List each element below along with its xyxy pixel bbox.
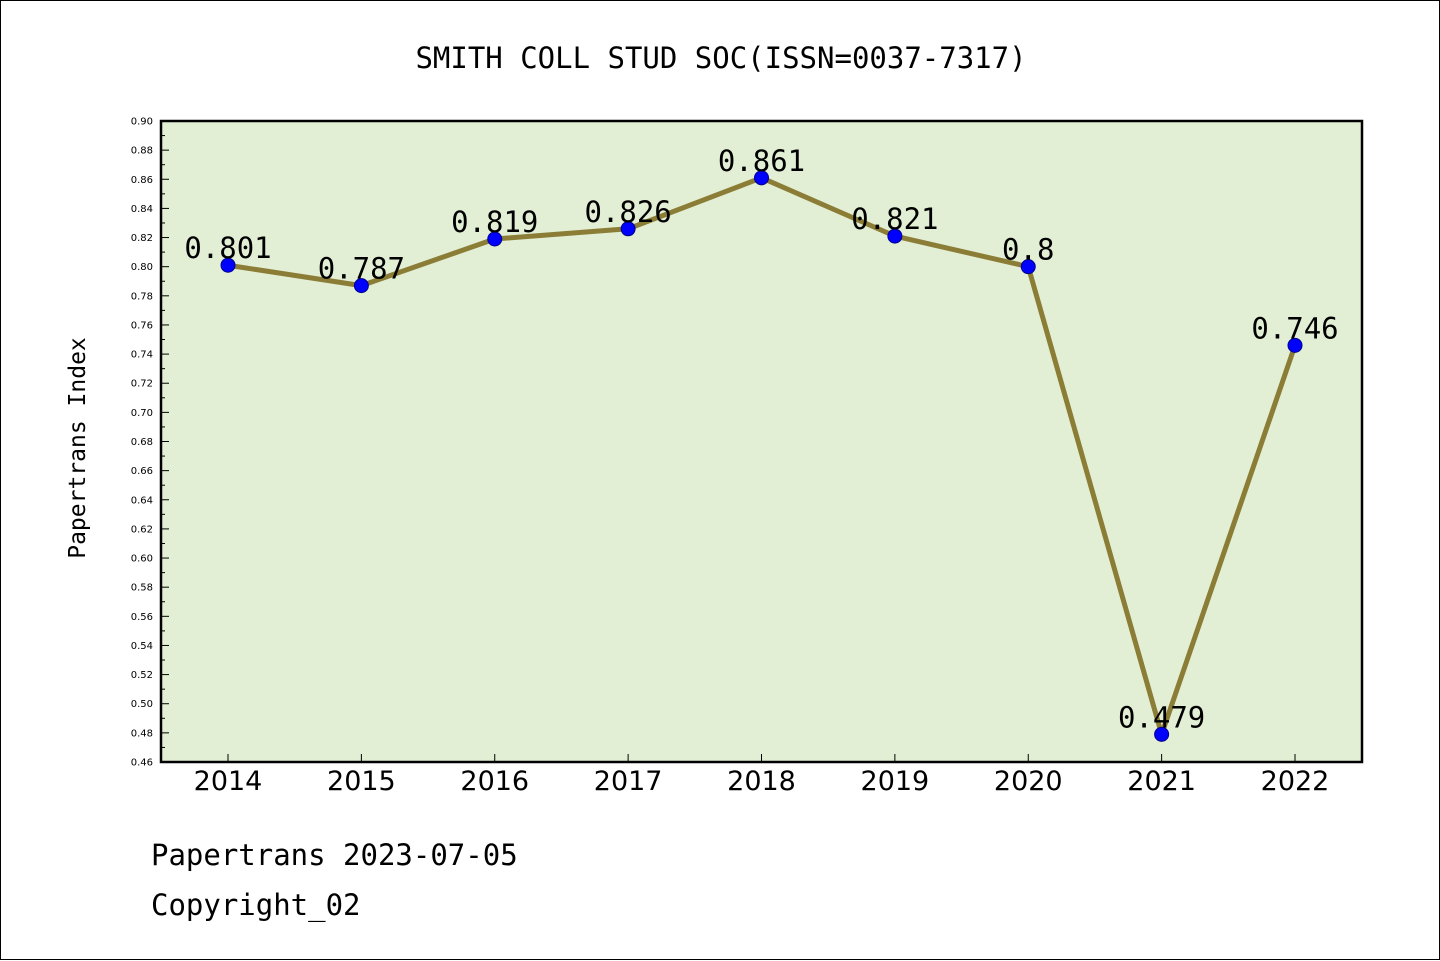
y-tick-label: 0.56: [131, 612, 153, 623]
y-tick-label: 0.82: [131, 233, 153, 244]
data-label: 0.861: [718, 144, 805, 178]
data-label: 0.746: [1251, 311, 1338, 345]
y-tick-label: 0.64: [131, 495, 153, 506]
footer-date: Papertrans 2023-07-05: [151, 838, 518, 872]
x-tick-label: 2017: [594, 766, 663, 797]
data-label: 0.826: [584, 195, 671, 229]
y-tick-label: 0.90: [131, 117, 153, 128]
x-tick-label: 2019: [861, 766, 930, 797]
plot-area: [161, 121, 1362, 762]
data-label: 0.821: [851, 202, 938, 236]
y-tick-label: 0.88: [131, 146, 153, 157]
data-point: [620, 221, 636, 237]
data-point: [1020, 259, 1036, 275]
y-tick-label: 0.80: [131, 262, 153, 273]
y-tick-label: 0.52: [131, 670, 153, 681]
y-tick-label: 0.54: [131, 641, 153, 652]
data-point: [1287, 337, 1303, 353]
y-tick-label: 0.68: [131, 437, 153, 448]
y-axis-label: Papertrans Index: [65, 337, 91, 559]
data-point: [487, 231, 503, 247]
y-tick-label: 0.78: [131, 291, 153, 302]
y-tick-label: 0.70: [131, 408, 153, 419]
chart-title: SMITH COLL STUD SOC(ISSN=0037-7317): [415, 41, 1026, 75]
data-point: [353, 278, 369, 294]
y-tick-label: 0.48: [131, 728, 153, 739]
data-point: [220, 257, 236, 273]
data-labels: 0.801 0.787 0.819 0.826 0.861 0.821 0.8 0.479 0.…: [184, 144, 1338, 735]
y-tick-label: 0.72: [131, 379, 153, 390]
y-tick-label: 0.50: [131, 699, 153, 710]
data-point: [887, 228, 903, 244]
data-label: 0.819: [451, 205, 538, 239]
y-tick-label: 0.58: [131, 583, 153, 594]
y-tick-label: 0.74: [131, 350, 153, 361]
y-axis: 0.46 0.48 0.50 0.52 0.54 0.56 0.58 0.60 0.62 0.64…: [131, 117, 169, 769]
data-point: [754, 170, 769, 186]
x-tick-label: 2018: [727, 766, 796, 797]
footer-copyright: Copyright_02: [151, 888, 361, 923]
data-label: 0.801: [184, 231, 271, 265]
y-tick-label: 0.66: [131, 466, 153, 477]
x-tick-label: 2021: [1127, 766, 1196, 797]
y-tick-label: 0.60: [131, 554, 153, 565]
y-tick-label: 0.76: [131, 320, 153, 331]
x-tick-label: 2014: [194, 766, 263, 797]
x-tick-label: 2015: [327, 766, 396, 797]
plot-border: [159, 119, 1364, 764]
data-label: 0.8: [1002, 233, 1054, 267]
x-tick-label: 2020: [994, 766, 1063, 797]
data-label: 0.479: [1118, 700, 1205, 734]
x-axis: 2014 2015 2016 2017 2018 2019 2020 2021 2022: [194, 754, 1330, 797]
y-tick-label: 0.46: [131, 758, 153, 769]
data-label: 0.787: [318, 252, 405, 286]
data-points: [220, 170, 1303, 742]
data-point: [1154, 726, 1170, 742]
y-tick-label: 0.62: [131, 524, 153, 535]
y-tick-label: 0.84: [131, 204, 153, 215]
x-tick-label: 2016: [460, 766, 529, 797]
x-tick-label: 2022: [1261, 766, 1330, 797]
y-tick-label: 0.86: [131, 175, 153, 186]
